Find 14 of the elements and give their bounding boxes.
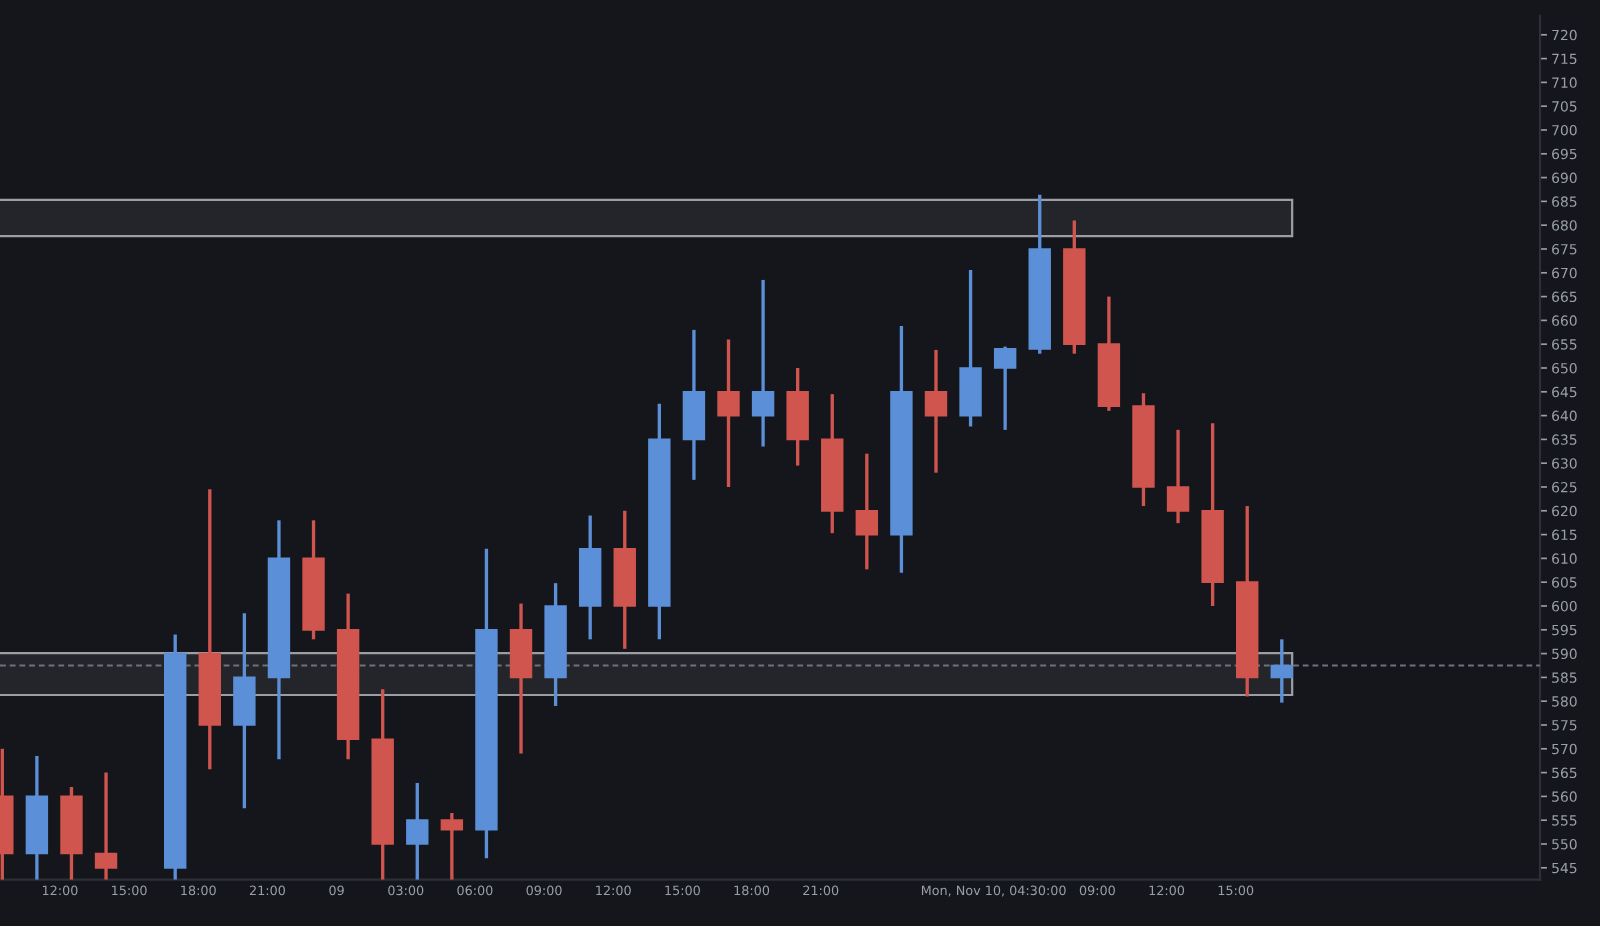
candlestick	[786, 366, 809, 468]
candlestick	[233, 611, 256, 810]
candlestick	[406, 781, 429, 880]
candlestick	[509, 601, 533, 756]
candlestick	[751, 278, 775, 449]
candlestick	[855, 452, 879, 572]
candlestick	[959, 268, 982, 429]
candlestick	[1166, 428, 1190, 525]
candlestick	[1270, 637, 1294, 705]
candlestick	[682, 328, 706, 482]
candlestick	[440, 811, 464, 880]
candlestick	[993, 344, 1017, 432]
candlestick	[924, 348, 948, 475]
candlestick	[717, 337, 740, 489]
